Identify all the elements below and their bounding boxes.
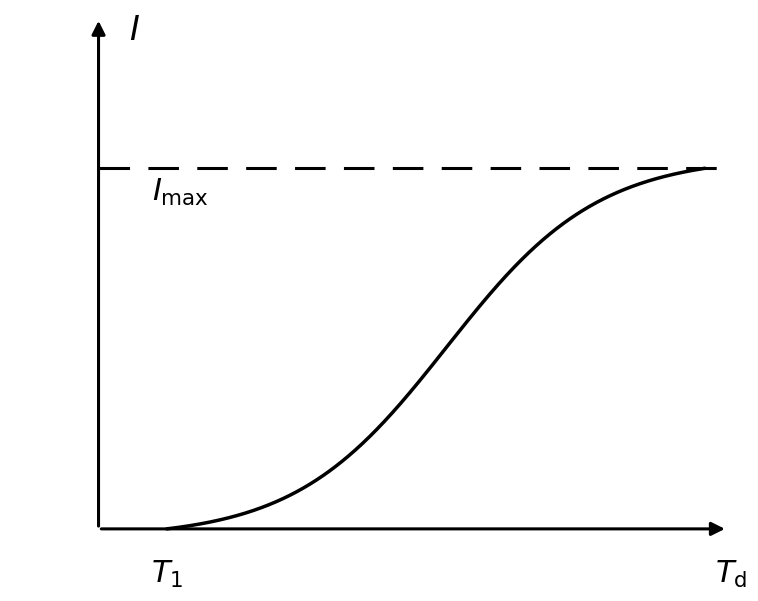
Text: $I_\mathrm{max}$: $I_\mathrm{max}$ — [152, 177, 208, 209]
Text: $I$: $I$ — [129, 15, 139, 47]
Text: $T_1$: $T_1$ — [151, 559, 183, 590]
Text: $T_\mathrm{d}$: $T_\mathrm{d}$ — [716, 559, 747, 590]
